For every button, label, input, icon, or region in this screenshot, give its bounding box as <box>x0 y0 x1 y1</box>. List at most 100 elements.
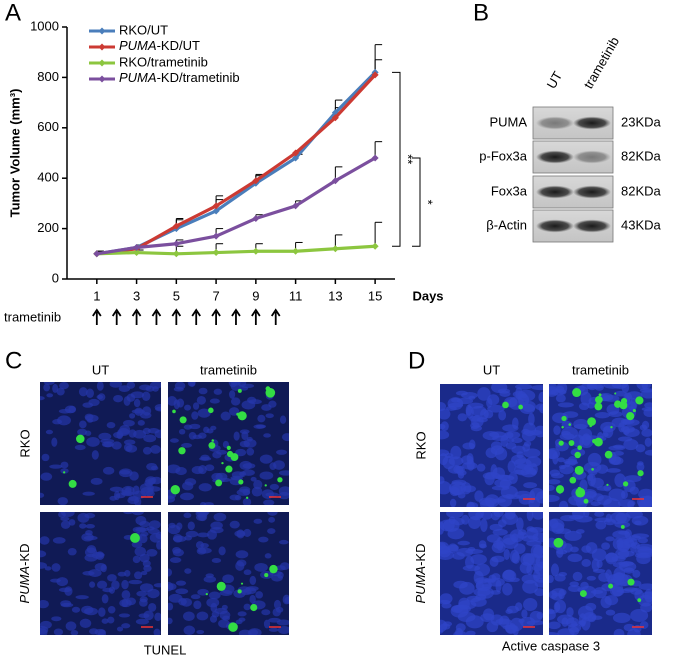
x-tick-label: 1 <box>93 288 100 303</box>
nucleus <box>277 625 289 635</box>
positive-cell <box>568 440 575 446</box>
nucleus <box>51 437 58 447</box>
nucleus <box>255 591 264 599</box>
significance-bracket <box>392 71 401 247</box>
nucleus <box>523 441 532 447</box>
nucleus <box>155 531 161 540</box>
positive-cell <box>172 409 176 414</box>
nucleus <box>440 481 452 495</box>
legend-marker <box>98 59 106 67</box>
nucleus <box>253 518 263 524</box>
positive-cell <box>76 434 85 444</box>
nucleus <box>567 553 583 563</box>
nucleus <box>257 414 266 423</box>
micrograph <box>40 382 161 505</box>
nucleus <box>242 497 252 505</box>
positive-cell <box>205 593 208 596</box>
nucleus <box>440 628 444 634</box>
panel-letter: C <box>5 347 22 374</box>
positive-cell <box>265 387 276 398</box>
nucleus <box>131 512 144 516</box>
blot-protein: β-Actin <box>486 217 527 232</box>
nucleus <box>79 420 87 429</box>
nucleus <box>550 472 564 479</box>
nucleus <box>268 516 276 523</box>
nucleus <box>40 472 53 481</box>
nucleus <box>641 428 652 437</box>
nucleus <box>82 402 94 408</box>
nucleus <box>493 540 504 549</box>
blot-size: 23KDa <box>621 114 662 129</box>
nucleus <box>553 601 561 612</box>
nucleus <box>486 397 493 408</box>
nucleus <box>525 456 542 467</box>
panel-letter: D <box>408 347 425 374</box>
nucleus <box>613 567 626 581</box>
treatment-arrow <box>111 308 122 325</box>
nucleus <box>440 408 451 420</box>
nucleus <box>168 495 176 503</box>
nucleus <box>234 494 242 501</box>
row-label: PUMA-KD <box>413 544 428 604</box>
nucleus <box>263 619 271 629</box>
row-label: PUMA-KD <box>17 544 32 604</box>
nucleus <box>276 449 288 455</box>
nucleus <box>84 512 96 519</box>
nucleus <box>130 391 145 399</box>
blot-band <box>573 185 611 199</box>
nucleus <box>506 605 519 614</box>
nucleus <box>218 619 230 628</box>
nucleus <box>557 457 565 463</box>
positive-cell <box>555 485 565 494</box>
nucleus <box>183 512 192 519</box>
nucleus <box>273 460 285 470</box>
x-tick-label: 5 <box>173 288 180 303</box>
nucleus <box>585 542 598 554</box>
nucleus <box>558 572 568 577</box>
nucleus <box>179 492 194 501</box>
positive-cell <box>561 426 564 429</box>
nucleus <box>98 607 106 617</box>
positive-cell <box>558 491 562 494</box>
nucleus <box>254 562 268 572</box>
nucleus <box>64 405 76 414</box>
positive-cell <box>236 412 240 416</box>
nucleus <box>96 394 104 400</box>
positive-cell <box>561 415 567 422</box>
nucleus <box>517 389 536 402</box>
nucleus <box>611 583 624 597</box>
nucleus <box>190 594 201 600</box>
positive-cell <box>237 388 242 393</box>
blot-protein: Fox3a <box>491 183 528 198</box>
x-tick-label: 11 <box>289 288 303 303</box>
nucleus <box>557 614 575 625</box>
nucleus <box>140 570 148 576</box>
positive-cell <box>216 581 226 591</box>
blot-band <box>573 150 611 164</box>
nucleus <box>246 447 255 456</box>
positive-cell <box>215 479 223 487</box>
nucleus <box>512 625 519 635</box>
nucleus <box>638 583 652 590</box>
nucleus <box>477 387 491 401</box>
nucleus <box>137 419 145 426</box>
nucleus <box>121 590 131 600</box>
nucleus <box>511 437 523 444</box>
nucleus <box>192 402 200 410</box>
nucleus <box>238 617 246 622</box>
nucleus <box>173 534 183 543</box>
nucleus <box>457 413 468 422</box>
nucleus <box>109 486 124 492</box>
nucleus <box>278 486 289 496</box>
nucleus <box>183 625 196 635</box>
nucleus <box>121 623 131 629</box>
nucleus <box>243 603 251 611</box>
nucleus <box>279 470 289 476</box>
x-axis-label: Days <box>412 288 443 303</box>
nucleus <box>608 411 623 418</box>
nucleus <box>183 611 195 621</box>
nucleus <box>617 499 636 507</box>
treatment-arrow <box>92 308 102 325</box>
positive-cell <box>558 440 564 446</box>
